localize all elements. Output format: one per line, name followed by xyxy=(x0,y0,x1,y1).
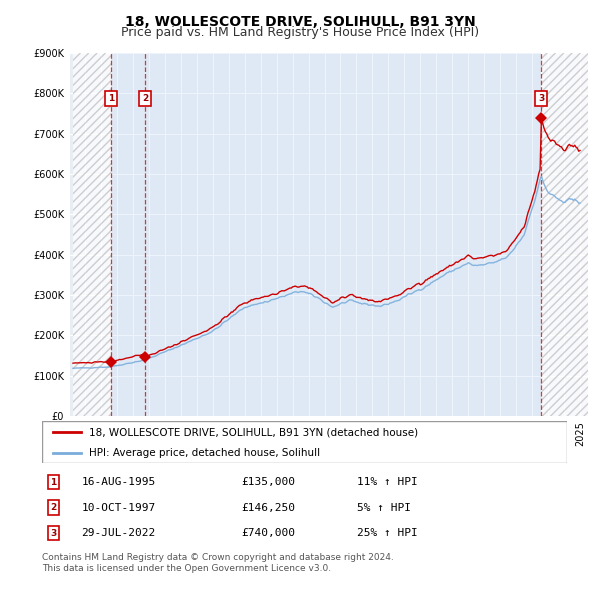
Text: Contains HM Land Registry data © Crown copyright and database right 2024.
This d: Contains HM Land Registry data © Crown c… xyxy=(42,553,394,573)
Text: 5% ↑ HPI: 5% ↑ HPI xyxy=(357,503,411,513)
Bar xyxy=(541,53,588,416)
Text: Price paid vs. HM Land Registry's House Price Index (HPI): Price paid vs. HM Land Registry's House … xyxy=(121,26,479,39)
Text: 25% ↑ HPI: 25% ↑ HPI xyxy=(357,528,418,538)
Bar xyxy=(111,53,541,416)
Text: 18, WOLLESCOTE DRIVE, SOLIHULL, B91 3YN (detached house): 18, WOLLESCOTE DRIVE, SOLIHULL, B91 3YN … xyxy=(89,427,418,437)
Text: 10-OCT-1997: 10-OCT-1997 xyxy=(82,503,155,513)
Text: 1: 1 xyxy=(50,478,56,487)
Text: £135,000: £135,000 xyxy=(241,477,296,487)
Text: 2: 2 xyxy=(50,503,56,512)
Text: 3: 3 xyxy=(50,529,56,537)
Text: 18, WOLLESCOTE DRIVE, SOLIHULL, B91 3YN: 18, WOLLESCOTE DRIVE, SOLIHULL, B91 3YN xyxy=(125,15,475,29)
Text: 16-AUG-1995: 16-AUG-1995 xyxy=(82,477,155,487)
Text: 11% ↑ HPI: 11% ↑ HPI xyxy=(357,477,418,487)
Text: £740,000: £740,000 xyxy=(241,528,296,538)
Text: 2: 2 xyxy=(142,94,148,103)
Text: 29-JUL-2022: 29-JUL-2022 xyxy=(82,528,155,538)
Text: 3: 3 xyxy=(538,94,544,103)
FancyBboxPatch shape xyxy=(42,421,567,463)
Text: £146,250: £146,250 xyxy=(241,503,296,513)
Text: HPI: Average price, detached house, Solihull: HPI: Average price, detached house, Soli… xyxy=(89,448,320,457)
Bar xyxy=(73,53,111,416)
Text: 1: 1 xyxy=(108,94,114,103)
